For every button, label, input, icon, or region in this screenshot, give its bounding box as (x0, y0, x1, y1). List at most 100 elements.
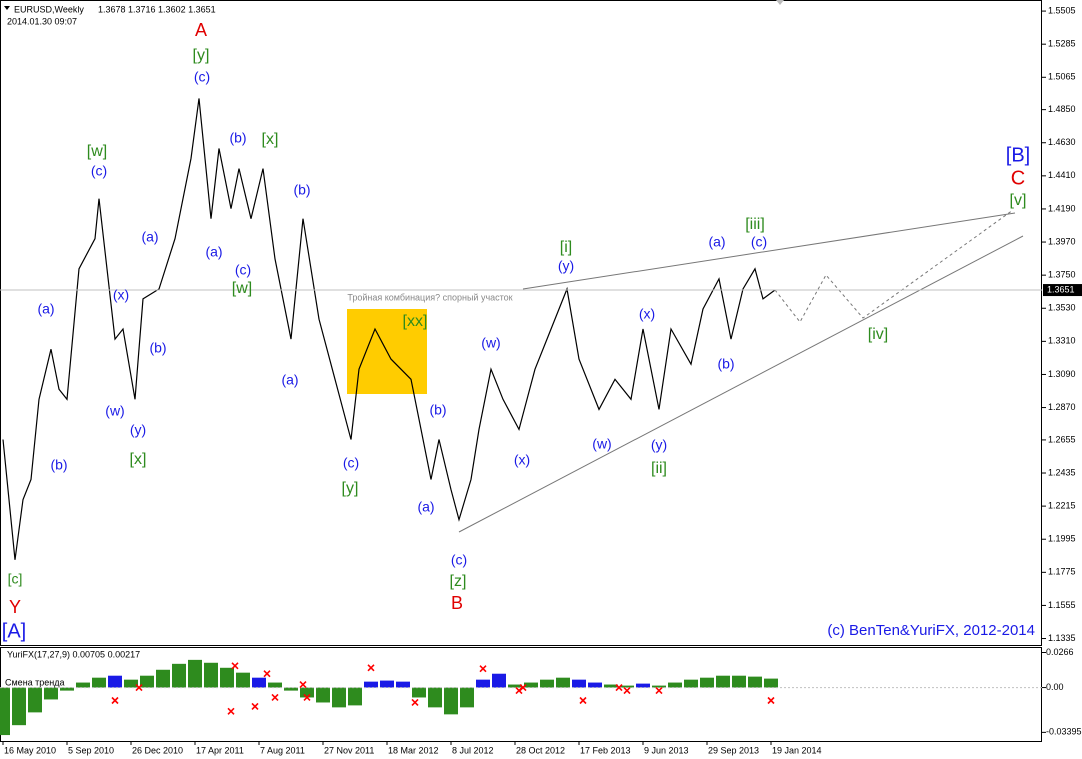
wave-label: [A] (2, 620, 26, 642)
histogram-bar (732, 675, 746, 688)
histogram-bar (620, 685, 634, 688)
signal-stroke (303, 693, 311, 702)
histogram-bar (476, 679, 490, 688)
wave-label: (x) (113, 287, 129, 303)
indicator-title: YuriFX(17,27,9) 0.00705 0.00217 (7, 649, 140, 659)
last-price-box (1043, 284, 1082, 297)
histogram-bar (428, 687, 442, 708)
menu-arrow[interactable] (4, 6, 10, 10)
x-tick-label: 27 Nov 2011 (324, 745, 374, 755)
signal-mark (655, 687, 663, 695)
histogram-bar (524, 682, 538, 688)
histogram-bar (124, 679, 138, 688)
wave-label: (c) (451, 552, 467, 568)
wave-label: Y (9, 597, 21, 617)
y-tick-label: 1.5285 (1048, 39, 1076, 49)
signal-stroke (411, 698, 419, 707)
wave-label: (b) (50, 457, 67, 473)
signal-stroke (479, 665, 487, 673)
histogram-bar (508, 684, 522, 688)
y-tick-label: 1.1995 (1048, 534, 1076, 544)
wave-label: (a) (281, 372, 298, 388)
signal-label: Смена тренда (5, 677, 65, 687)
signal-stroke (271, 693, 279, 702)
trend-line-upper (522, 212, 1016, 290)
histogram-bar (92, 677, 106, 688)
histogram-bar (172, 663, 186, 688)
y-tick-label: 1.5065 (1048, 72, 1076, 82)
y-tick-label: 1.1335 (1048, 633, 1076, 643)
wave-label: (b) (717, 356, 734, 372)
timestamp: 2014.01.30 09:07 (7, 16, 77, 26)
signal-stroke (135, 684, 143, 692)
wave-label: (x) (514, 452, 530, 468)
wave-label: [y] (342, 480, 359, 497)
y-tick-label: 1.4410 (1048, 170, 1076, 180)
wave-label: A (195, 20, 207, 40)
wave-label: [xx] (403, 313, 428, 330)
signal-mark (251, 702, 259, 711)
wave-label: (a) (417, 499, 434, 515)
histogram-bar (556, 677, 570, 688)
signal-mark (271, 693, 279, 702)
signal-stroke (615, 684, 623, 692)
histogram-bar (236, 672, 250, 688)
signal-stroke (579, 696, 587, 705)
x-tick-label: 18 Mar 2012 (388, 745, 439, 755)
y-tick-label: 1.4630 (1048, 137, 1076, 147)
trend-line-lower (458, 235, 1024, 533)
ohlc-values: 1.3678 1.3716 1.3602 1.3651 (98, 4, 216, 14)
signal-stroke (231, 662, 239, 670)
signal-stroke (299, 680, 307, 689)
signal-mark (303, 693, 311, 702)
histogram-bar (540, 679, 554, 688)
x-tick-label: 8 Jul 2012 (452, 745, 494, 755)
histogram-bar (300, 687, 314, 698)
histogram-bar (0, 687, 10, 736)
histogram-bar (764, 678, 778, 688)
signal-mark (623, 687, 631, 695)
signal-mark (519, 684, 527, 692)
y-tick-label: 1.3970 (1048, 236, 1076, 246)
histogram-bar (140, 675, 154, 688)
y-tick-label: 0.0266 (1046, 647, 1074, 657)
signal-mark (263, 670, 271, 678)
x-tick-label: 17 Apr 2011 (196, 745, 244, 755)
wave-label: (y) (558, 258, 574, 274)
wave-label: [iv] (868, 326, 888, 343)
signal-stroke (519, 684, 527, 692)
histogram-bar (204, 662, 218, 688)
wave-label: [w] (87, 143, 107, 160)
symbol-title: EURUSD,Weekly (14, 4, 84, 14)
histogram-bar (668, 682, 682, 688)
histogram-bar (716, 675, 730, 688)
histogram-bar (268, 682, 282, 688)
y-tick-label: 1.4190 (1048, 203, 1076, 213)
y-tick-label: 1.3090 (1048, 369, 1076, 379)
signal-mark (411, 698, 419, 707)
y-tick-label: 1.2655 (1048, 434, 1076, 444)
histogram-bar (364, 681, 378, 688)
wave-label: (b) (293, 182, 310, 198)
signal-mark (579, 696, 587, 705)
histogram-bar (444, 687, 458, 715)
last-price-label: 1.3651 (1047, 284, 1075, 294)
histogram-bar (460, 687, 474, 708)
y-tick-label: 1.3310 (1048, 336, 1076, 346)
histogram-bar (748, 676, 762, 688)
histogram-bar (156, 669, 170, 688)
projection-path (774, 209, 1014, 323)
histogram-bar (284, 687, 298, 691)
signal-mark (135, 684, 143, 692)
wave-label: [i] (560, 239, 572, 256)
signal-mark (111, 696, 119, 705)
histogram-bar (12, 687, 26, 726)
main-pane (0, 0, 1042, 646)
y-tick-label: 1.3530 (1048, 303, 1076, 313)
histogram-bar (604, 684, 618, 688)
wave-label: (c) (235, 262, 251, 278)
x-tick-label: 28 Oct 2012 (516, 745, 565, 755)
histogram-bar (44, 687, 58, 700)
wave-label: (b) (229, 130, 246, 146)
